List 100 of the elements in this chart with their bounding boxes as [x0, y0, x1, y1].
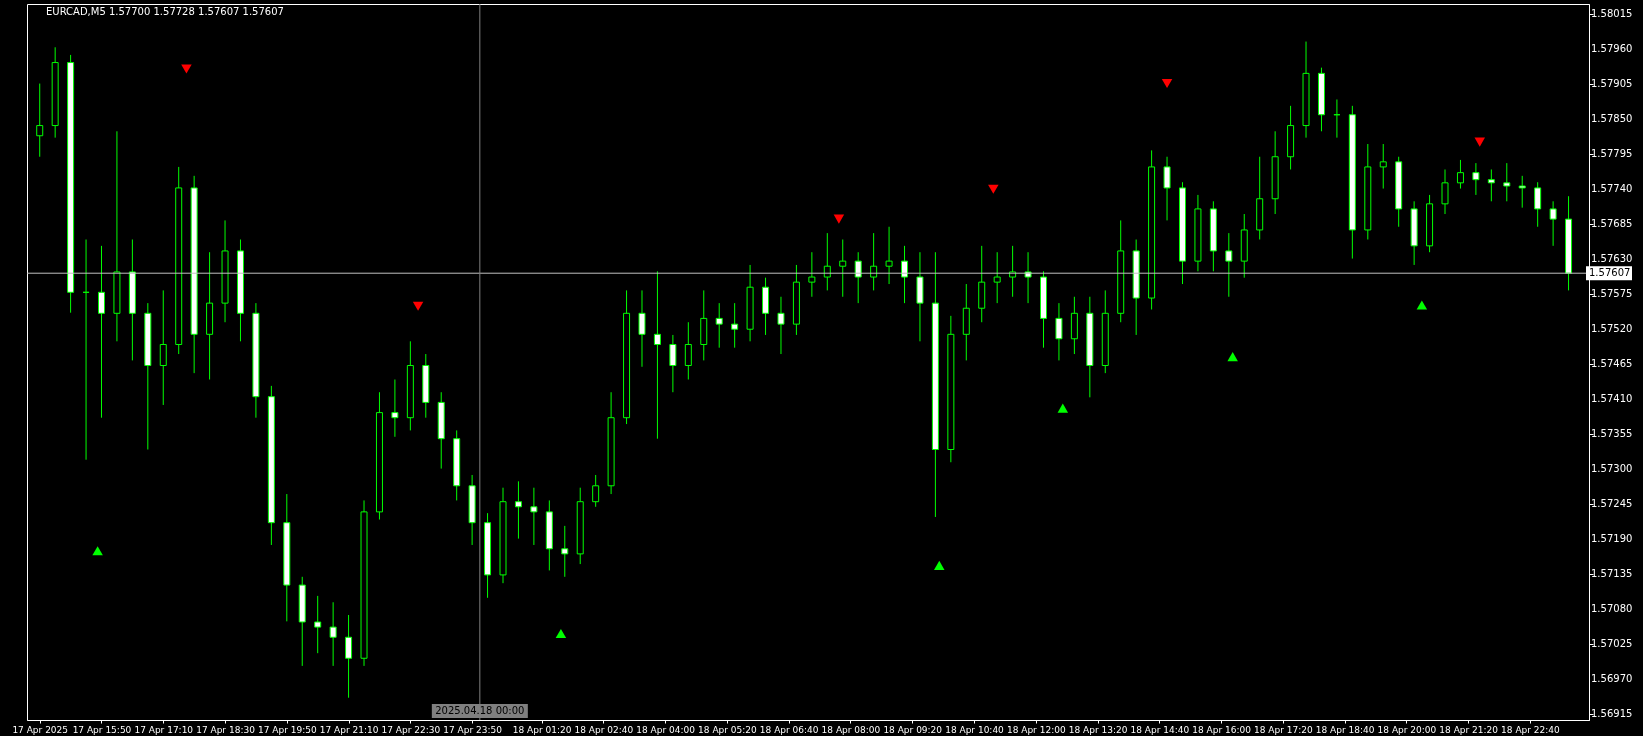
candlestick — [1163, 156, 1171, 221]
x-tick-label: 18 Apr 17:20 — [1254, 724, 1313, 735]
x-tick-label: 17 Apr 15:50 — [72, 724, 132, 735]
chart-title: EURCAD,M5 1.57700 1.57728 1.57607 1.57607 — [46, 6, 284, 17]
y-tick-label: 1.57190 — [1591, 532, 1633, 544]
candlestick — [592, 474, 600, 508]
x-tick-label: 18 Apr 09:20 — [883, 724, 943, 735]
candlestick — [653, 270, 661, 440]
x-tick-label: 18 Apr 16:00 — [1192, 724, 1252, 735]
y-tick-label: 1.57905 — [1591, 77, 1633, 89]
x-tick-label: 18 Apr 04:00 — [636, 724, 696, 735]
y-tick-label: 1.57575 — [1591, 287, 1633, 299]
point — [833, 214, 845, 224]
y-tick-label: 1.57410 — [1591, 392, 1633, 404]
x-tick-label: 18 Apr 13:20 — [1068, 724, 1128, 735]
x-tick-label: 17 Apr 17:10 — [134, 724, 194, 735]
candlestick — [1225, 232, 1233, 298]
candlestick — [1549, 200, 1557, 247]
x-tick-label: 18 Apr 12:00 — [1006, 724, 1066, 735]
candlestick — [1009, 245, 1017, 298]
x-tick-label: 18 Apr 10:40 — [945, 724, 1005, 735]
candlestick — [530, 487, 538, 546]
x-tick-label: 17 Apr 21:10 — [319, 724, 379, 735]
candlestick — [329, 601, 337, 667]
point — [934, 560, 945, 570]
candlestick — [36, 83, 44, 158]
y-tick-label: 1.57850 — [1591, 112, 1633, 124]
x-tick-label: 18 Apr 02:40 — [574, 724, 634, 735]
candlestick — [777, 296, 785, 355]
candlestick — [808, 251, 816, 298]
candlestick — [345, 614, 353, 699]
candlestick — [1024, 251, 1032, 304]
point — [181, 64, 192, 74]
candlestick — [514, 480, 522, 540]
y-tick-label: 1.57740 — [1591, 182, 1633, 194]
candlestick — [159, 289, 167, 406]
x-tick-label: 17 Apr 23:50 — [443, 724, 503, 735]
candlestick — [993, 251, 1001, 304]
ref-line-label: 2025.04.18 00:00 — [435, 705, 525, 716]
candlestick — [715, 302, 723, 349]
candlestick — [684, 321, 692, 380]
x-tick-label: 17 Apr 2025 — [12, 724, 69, 735]
point — [988, 184, 999, 194]
x-tick-label: 18 Apr 22:40 — [1501, 724, 1561, 735]
x-tick-label: 18 Apr 14:40 — [1130, 724, 1190, 735]
point — [1161, 79, 1173, 89]
y-tick-label: 1.57300 — [1591, 462, 1633, 474]
y-tick-label: 1.57685 — [1591, 217, 1633, 229]
candlestick — [1487, 168, 1495, 202]
candlestick — [1441, 168, 1449, 215]
candlestick — [1379, 143, 1387, 190]
point — [1057, 403, 1069, 413]
y-tick-label: 1.57080 — [1591, 602, 1633, 614]
y-tick-label: 1.56970 — [1591, 672, 1633, 684]
candlestick — [901, 245, 909, 304]
x-tick-label: 17 Apr 22:30 — [381, 724, 441, 735]
candlestick — [823, 232, 831, 291]
y-tick-label: 1.57795 — [1591, 147, 1633, 159]
point — [1227, 352, 1238, 362]
y-tick-label: 1.57520 — [1591, 322, 1633, 334]
x-tick-label: 18 Apr 18:40 — [1315, 724, 1375, 735]
point — [1416, 300, 1428, 310]
y-tick-label: 1.57960 — [1591, 42, 1633, 54]
y-tick-label: 1.57465 — [1591, 357, 1633, 369]
candlestick — [669, 334, 677, 393]
y-tick-label: 1.57135 — [1591, 567, 1633, 579]
candlestick — [561, 525, 569, 578]
x-tick-label: 17 Apr 18:30 — [196, 724, 256, 735]
x-tick-label: 17 Apr 19:50 — [257, 724, 317, 735]
point — [555, 628, 567, 638]
candlestick — [731, 302, 739, 349]
x-tick-label: 18 Apr 01:20 — [512, 724, 572, 735]
candlestick — [1534, 181, 1542, 228]
candlestick — [839, 238, 847, 298]
candlestick — [1503, 162, 1511, 202]
candlestick — [314, 595, 322, 654]
x-tick-label: 18 Apr 08:00 — [821, 724, 881, 735]
x-tick-label: 18 Apr 21:20 — [1439, 724, 1499, 735]
candlestick — [1456, 159, 1464, 190]
ref-line-label: 1.57607 — [1589, 267, 1631, 279]
candlestick — [885, 226, 893, 285]
candlestick — [854, 251, 862, 304]
x-tick-label: 18 Apr 20:00 — [1377, 724, 1437, 735]
candlestick — [391, 379, 399, 438]
y-tick-label: 1.57025 — [1591, 637, 1633, 649]
y-tick-label: 1.57355 — [1591, 427, 1633, 439]
y-tick-label: 1.57245 — [1591, 497, 1633, 509]
point — [412, 301, 424, 311]
y-tick-label: 1.56915 — [1591, 707, 1633, 719]
candlestick — [1055, 302, 1063, 361]
candlestick — [1472, 162, 1480, 196]
candlestick — [638, 289, 646, 368]
y-tick-label: 1.58015 — [1591, 7, 1633, 19]
y-tick-label: 1.57630 — [1591, 252, 1633, 264]
x-tick-label: 18 Apr 06:40 — [759, 724, 819, 735]
candlestick — [1518, 175, 1526, 209]
x-tick-label: 18 Apr 05:20 — [698, 724, 758, 735]
candlestick — [97, 245, 105, 419]
point — [92, 546, 103, 556]
candlestick — [870, 232, 878, 291]
